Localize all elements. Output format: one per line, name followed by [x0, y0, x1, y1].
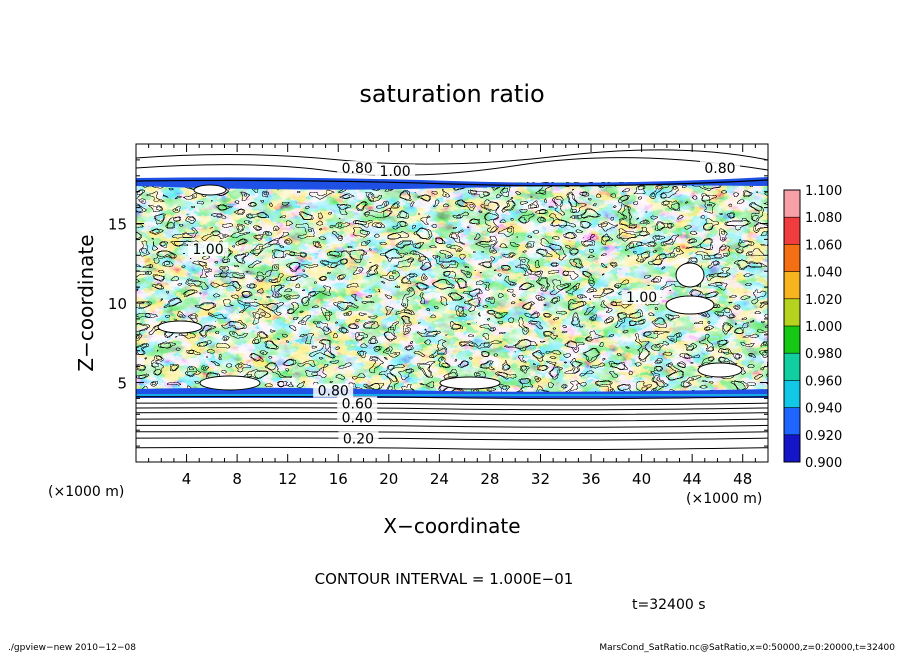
stratified-contour: [136, 411, 768, 416]
contour-label: 1.00: [192, 242, 223, 258]
contour-label-bg: [375, 164, 416, 179]
colorbar-label: 1.080: [805, 211, 842, 226]
colorbar-label: 1.000: [805, 320, 842, 335]
contour-label-bg: [338, 431, 379, 446]
colorbar-label: 0.900: [805, 456, 842, 471]
colorbar-swatch: [784, 244, 800, 272]
colorbar-label: 1.060: [805, 238, 842, 253]
chart-title: saturation ratio: [359, 80, 544, 108]
x-tick-label: 24: [430, 470, 449, 488]
colorbar-label: 1.040: [805, 266, 842, 281]
source-label: MarsCond_SatRatio.nc@SatRatio,x=0:50000,…: [599, 643, 895, 653]
contour-label: 0.80: [704, 161, 735, 177]
contour-label: 0.60: [342, 396, 373, 412]
y-axis-label: Z−coordinate: [74, 234, 98, 371]
contour-label: 1.00: [380, 164, 411, 180]
colorbar-swatch: [784, 353, 800, 381]
colorbar: 1.100 1.080 1.060 1.040 1.020 1.000 0.980 0.960…: [783, 184, 842, 471]
x-tick-label: 44: [683, 470, 702, 488]
colorbar-swatch: [784, 434, 800, 462]
stratified-contour: [136, 437, 768, 441]
stratified-contour: [136, 402, 768, 406]
colorbar-label: 0.980: [805, 347, 842, 362]
stratified-contour: [136, 424, 768, 428]
y-tick-label: 10: [108, 295, 127, 313]
x-tick-label: 36: [581, 470, 600, 488]
y-tick-label: 15: [108, 216, 127, 234]
stratified-contour: [136, 430, 768, 435]
contour-label: 0.20: [343, 431, 374, 447]
stratified-contour: [136, 446, 768, 450]
contour-label-bg: [337, 161, 378, 176]
x-tick-label: 32: [531, 470, 550, 488]
colorbar-swatch: [784, 271, 800, 299]
contour-label-bg: [699, 161, 740, 176]
contour-label-bg: [337, 396, 378, 411]
x-unit-label-right: (×1000 m): [686, 491, 762, 507]
contour-label: 0.40: [342, 411, 373, 427]
contour-label: 0.80: [342, 161, 373, 177]
contour-label-bg: [188, 242, 229, 257]
x-axis: 4 8 12 16 20 24 28 32 36 40 44 48: [135, 144, 769, 488]
time-label: t=32400 s: [632, 597, 706, 613]
contour-label-bg: [313, 383, 354, 398]
y-tick-label: 5: [117, 375, 127, 393]
colorbar-label: 0.960: [805, 374, 842, 389]
colorbar-swatch: [784, 217, 800, 245]
colorbar-label: 0.940: [805, 402, 842, 417]
x-tick-label: 28: [480, 470, 499, 488]
x-tick-label: 40: [632, 470, 651, 488]
x-unit-label: (×1000 m): [48, 484, 124, 500]
x-tick-label: 8: [232, 470, 242, 488]
contour-label: 1.00: [626, 290, 657, 306]
x-axis-label: X−coordinate: [383, 514, 520, 538]
contour-label: 0.80: [318, 384, 349, 400]
stratified-contour: [136, 407, 768, 411]
colorbar-label: 0.920: [805, 429, 842, 444]
x-tick-label: 16: [329, 470, 348, 488]
contour-label-bg: [337, 410, 378, 425]
contour-labels: 0.80 1.00 0.801.001.000.800.600.400.20: [188, 161, 740, 447]
colorbar-swatch: [784, 380, 800, 408]
colorbar-label: 1.020: [805, 293, 842, 308]
plot-area: 0.80 1.00 0.801.001.000.800.600.400.20: [136, 144, 768, 462]
y-axis: 5 10 15: [108, 143, 768, 463]
colorbar-label: 1.100: [805, 184, 842, 199]
colorbar-swatch: [784, 326, 800, 354]
stratified-contour: [136, 395, 768, 400]
contour-label-bg: [621, 289, 662, 304]
stratified-contours: [136, 395, 768, 450]
saturation-contours: [136, 182, 768, 394]
x-tick-label: 48: [733, 470, 752, 488]
contour-interval: CONTOUR INTERVAL = 1.000E−01: [315, 570, 574, 588]
x-tick-label: 12: [278, 470, 297, 488]
colorbar-swatch: [784, 190, 800, 218]
x-tick-label: 4: [182, 470, 192, 488]
program-label: ./gpview−new 2010−12−08: [8, 643, 136, 653]
stratified-contour: [136, 418, 768, 422]
x-tick-label: 20: [379, 470, 398, 488]
colorbar-swatch: [784, 298, 800, 326]
colorbar-swatch: [784, 407, 800, 435]
